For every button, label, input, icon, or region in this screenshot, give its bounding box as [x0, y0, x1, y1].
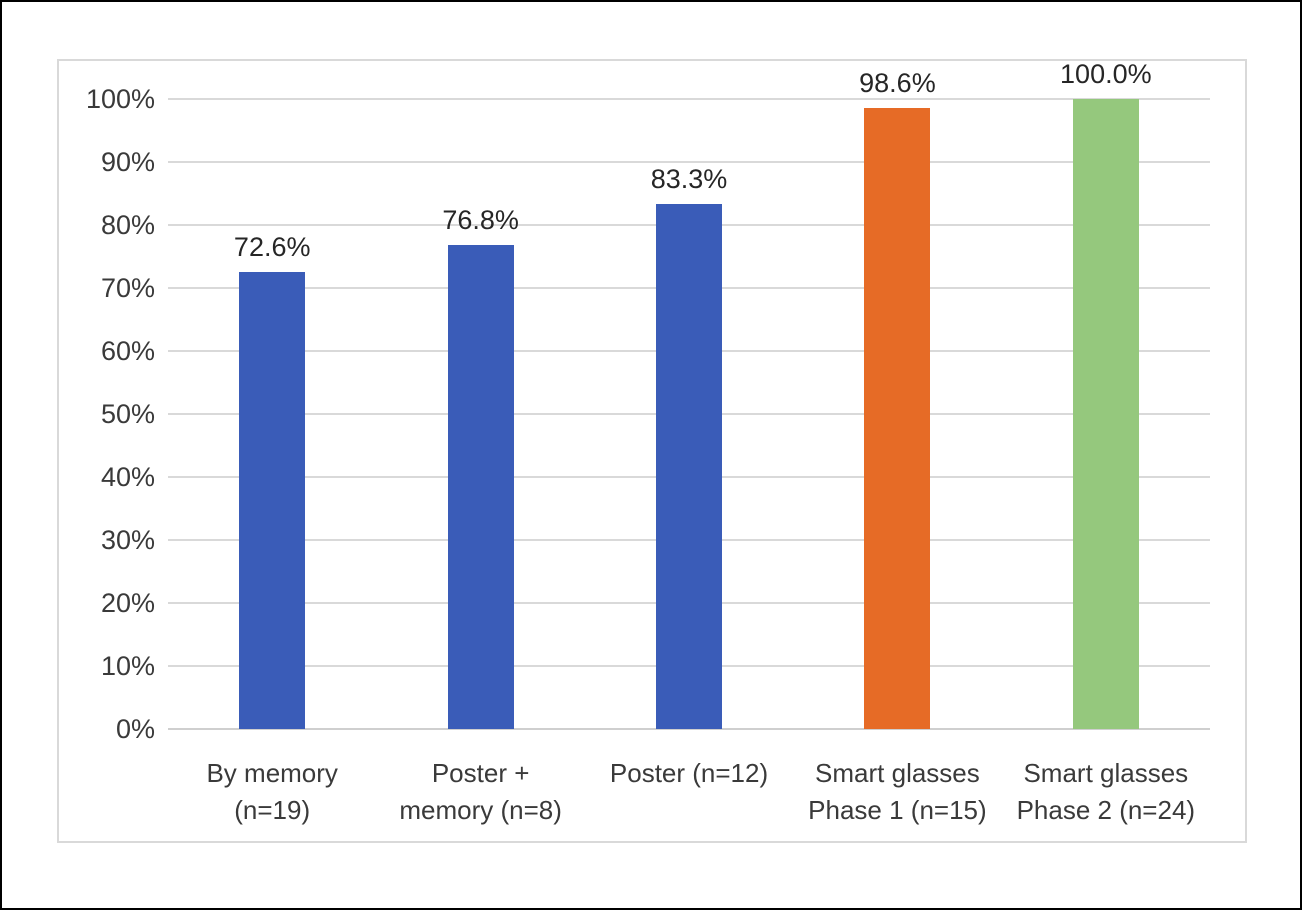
chart-container: 72.6% 76.8% 83.3% 98.6% 100.0% — [57, 59, 1247, 843]
ytick-50: 50% — [100, 399, 155, 429]
ytick-40: 40% — [100, 462, 155, 492]
bar-value-label: 76.8% — [442, 205, 519, 235]
gridline-90 — [168, 161, 1210, 163]
ytick-100: 100% — [85, 84, 155, 114]
ytick-60: 60% — [100, 336, 155, 366]
x-axis-labels: By memory (n=19) Poster + memory (n=8) P… — [168, 755, 1210, 829]
bar-value-label: 100.0% — [1060, 59, 1152, 89]
plot-area: 72.6% 76.8% 83.3% 98.6% 100.0% — [168, 59, 1210, 730]
bar-group-poster: 83.3% — [585, 99, 793, 729]
category-label-poster-memory: Poster + memory (n=8) — [399, 758, 562, 825]
bar-smart-glasses-phase-2 — [1072, 99, 1139, 729]
ytick-10: 10% — [100, 651, 155, 681]
ytick-30: 30% — [100, 525, 155, 555]
category-label-poster: Poster (n=12) — [609, 758, 769, 788]
bar-group-poster-memory: 76.8% — [376, 99, 584, 729]
category-label-smart-glasses-phase-2: Smart glasses Phase 2 (n=24) — [1016, 758, 1196, 825]
bar-poster — [656, 204, 723, 729]
bar-value-label: 98.6% — [859, 68, 936, 98]
bar-value-label: 72.6% — [233, 232, 311, 262]
bar-group-smart-glasses-phase-2: 100.0% — [1002, 59, 1210, 729]
bar-group-by-memory: 72.6% — [168, 99, 376, 729]
ytick-90: 90% — [100, 147, 155, 177]
ytick-70: 70% — [100, 273, 155, 303]
ytick-0: 0% — [115, 714, 155, 744]
gridline-100 — [168, 98, 1210, 100]
ytick-20: 20% — [100, 588, 155, 618]
x-axis-line — [168, 728, 1210, 730]
bars-layer: 72.6% 76.8% 83.3% 98.6% 100.0% — [168, 59, 1210, 729]
category-label-smart-glasses-phase-1: Smart glasses Phase 1 (n=15) — [808, 758, 987, 825]
bar-group-smart-glasses-phase-1: 98.6% — [793, 68, 1001, 729]
category-label-by-memory: By memory (n=19) — [206, 758, 338, 825]
bar-value-label: 83.3% — [650, 164, 728, 194]
bar-smart-glasses-phase-1 — [864, 108, 931, 729]
bar-by-memory — [239, 272, 306, 729]
bar-poster-memory — [447, 245, 514, 729]
ytick-80: 80% — [100, 210, 155, 240]
